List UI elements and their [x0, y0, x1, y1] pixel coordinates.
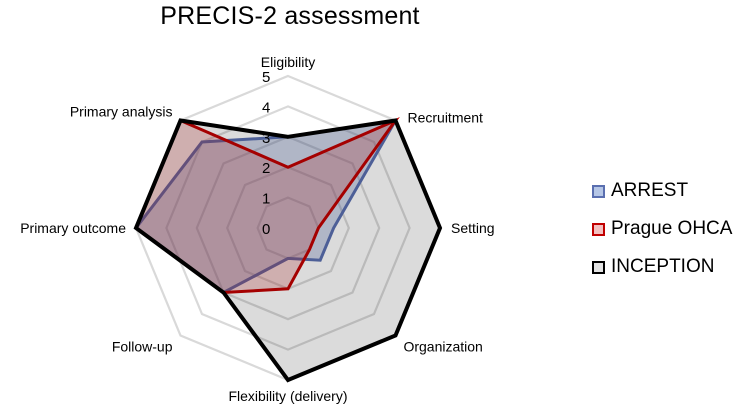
tick-label-3: 3 [262, 130, 270, 147]
legend-swatch-arrest [592, 184, 605, 198]
legend-item-prague-ohca: Prague OHCA [592, 216, 732, 242]
legend-swatch-prague-ohca [592, 222, 605, 236]
axis-label-setting: Setting [451, 220, 495, 236]
tick-label-5: 5 [262, 69, 270, 86]
legend-item-arrest: ARREST [592, 178, 732, 204]
legend-label-arrest: ARREST [611, 180, 689, 201]
axis-label-primary-analysis: Primary analysis [70, 104, 173, 120]
legend-label-inception: INCEPTION [611, 256, 715, 277]
legend-item-inception: INCEPTION [592, 254, 732, 280]
axis-label-primary-outcome: Primary outcome [20, 220, 126, 236]
legend: ARREST Prague OHCA INCEPTION [592, 178, 732, 292]
axis-label-follow-up: Follow-up [112, 338, 173, 354]
chart-title: PRECIS-2 assessment [160, 2, 420, 30]
grid-ring-4 [165, 105, 411, 351]
tick-label-4: 4 [262, 99, 270, 116]
axis-label-eligibility: Eligibility [261, 54, 315, 70]
series-inception [133, 118, 443, 383]
tick-label-0: 0 [262, 221, 270, 238]
tick-label-2: 2 [262, 160, 270, 177]
tick-label-1: 1 [262, 191, 270, 208]
series-arrest [133, 118, 399, 295]
grid-ring-3 [195, 135, 381, 321]
legend-label-prague-ohca: Prague OHCA [611, 218, 733, 239]
axis-label-flexibility-delivery: Flexibility (delivery) [228, 388, 347, 404]
axis-label-recruitment: Recruitment [407, 110, 483, 126]
legend-swatch-inception [592, 260, 605, 274]
axis-label-organization: Organization [403, 338, 482, 354]
